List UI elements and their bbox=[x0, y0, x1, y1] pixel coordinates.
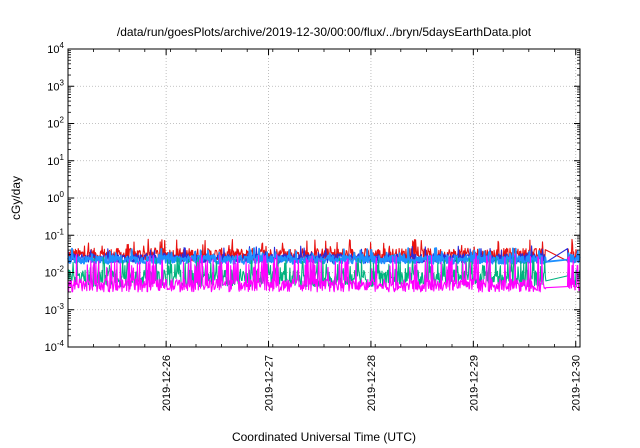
y-tick-label: 101 bbox=[47, 153, 64, 168]
y-tick-label: 104 bbox=[47, 41, 64, 56]
y-tick-label: 10-4 bbox=[45, 339, 65, 354]
x-tick-label: 2019-12-29 bbox=[468, 355, 480, 411]
x-tick-label: 2019-12-30 bbox=[571, 355, 583, 411]
x-tick-label: 2019-12-27 bbox=[264, 355, 276, 411]
y-tick-label: 102 bbox=[47, 116, 64, 131]
y-axis: 10-4 10-3 10-2 10-1 100 101 102 103 104 bbox=[45, 41, 580, 354]
y-tick-label: 10-2 bbox=[45, 265, 65, 280]
y-axis-label: cGy/day bbox=[9, 176, 23, 220]
y-tick-label: 103 bbox=[47, 78, 64, 93]
grid bbox=[68, 49, 580, 347]
x-tick-label: 2019-12-26 bbox=[161, 355, 173, 411]
chart-title: /data/run/goesPlots/archive/2019-12-30/0… bbox=[117, 25, 532, 39]
series-line bbox=[67, 253, 581, 293]
series-group bbox=[67, 238, 581, 293]
x-tick-label: 2019-12-28 bbox=[366, 355, 378, 411]
x-axis-label: Coordinated Universal Time (UTC) bbox=[232, 430, 416, 444]
y-tick-label: 10-1 bbox=[45, 227, 65, 242]
y-tick-label: 10-3 bbox=[45, 302, 65, 317]
x-axis: 2019-12-26 2019-12-27 2019-12-28 2019-12-29… bbox=[67, 49, 583, 411]
y-tick-label: 100 bbox=[47, 190, 64, 205]
